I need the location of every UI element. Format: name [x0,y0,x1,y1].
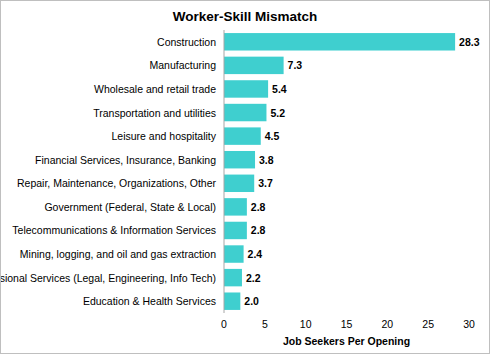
data-label: 5.4 [272,83,287,95]
data-label: 2.8 [251,201,266,213]
x-tick-label: 0 [221,318,227,330]
bar [224,175,254,192]
chart-title: Worker-Skill Mismatch [173,9,318,24]
data-label: 2.4 [248,248,263,260]
bar [224,269,242,286]
bar [224,127,261,144]
bar [224,104,266,121]
chart-svg: Worker-Skill Mismatch Construction Manufac… [1,1,489,353]
y-axis-line [224,30,225,313]
data-label: 2.0 [244,295,259,307]
category-label: Telecommunications & Information Service… [12,224,216,236]
category-label: Repair, Maintenance, Organizations, Othe… [17,177,217,189]
x-axis-label: Job Seekers Per Opening [283,335,410,347]
x-tick-label: 25 [422,318,434,330]
category-label: Manufacturing [149,59,216,71]
category-label: Professional Services (Legal, Engineerin… [1,272,216,284]
data-label: 5.2 [270,107,285,119]
bars [224,33,455,310]
category-label: Wholesale and retail trade [94,83,216,95]
data-label: 2.2 [246,272,261,284]
x-tick-label: 20 [381,318,393,330]
data-label: 2.8 [251,224,266,236]
bar [224,198,247,215]
category-label: Education & Health Services [83,295,216,307]
bar [224,245,244,262]
category-label: Transportation and utilities [93,107,216,119]
bar [224,151,255,168]
category-label: Mining, logging, and oil and gas extract… [20,248,216,260]
data-label: 3.8 [259,154,274,166]
category-label: Construction [157,36,216,48]
bar [224,292,240,309]
category-label: Government (Federal, State & Local) [44,201,216,213]
bar [224,222,247,239]
data-label: 4.5 [265,130,280,142]
bar [224,57,284,74]
data-label: 3.7 [258,177,273,189]
x-tick-label: 15 [341,318,353,330]
bar [224,33,455,50]
data-label: 7.3 [288,59,303,71]
x-tick-label: 5 [262,318,268,330]
x-tick-label: 10 [300,318,312,330]
category-label: Leisure and hospitality [112,130,217,142]
data-label: 28.3 [459,36,480,48]
category-label: Financial Services, Insurance, Banking [35,154,216,166]
chart-frame: Worker-Skill Mismatch Construction Manufac… [0,0,490,354]
bar [224,80,268,97]
x-tick-label: 30 [463,318,475,330]
